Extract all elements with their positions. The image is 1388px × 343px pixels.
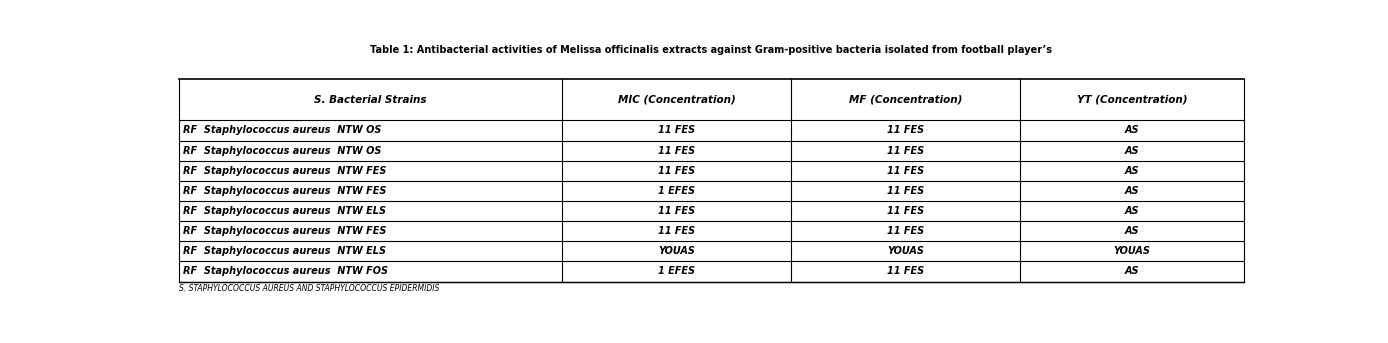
Text: 11 FES: 11 FES [658, 226, 695, 236]
Text: MF (Concentration): MF (Concentration) [849, 95, 962, 105]
Text: AS: AS [1124, 206, 1140, 216]
Text: 11 FES: 11 FES [887, 226, 924, 236]
Text: AS: AS [1124, 267, 1140, 276]
Text: 11 FES: 11 FES [887, 166, 924, 176]
Text: RF  Staphylococcus aureus  NTW FES: RF Staphylococcus aureus NTW FES [183, 226, 386, 236]
Text: YT (Concentration): YT (Concentration) [1077, 95, 1187, 105]
Text: RF  Staphylococcus aureus  NTW OS: RF Staphylococcus aureus NTW OS [183, 126, 382, 135]
Text: 11 FES: 11 FES [887, 145, 924, 156]
Text: 11 FES: 11 FES [887, 186, 924, 196]
Text: AS: AS [1124, 226, 1140, 236]
Text: RF  Staphylococcus aureus  NTW FES: RF Staphylococcus aureus NTW FES [183, 186, 386, 196]
Text: 11 FES: 11 FES [887, 126, 924, 135]
Text: 11 FES: 11 FES [887, 206, 924, 216]
Text: 11 FES: 11 FES [658, 126, 695, 135]
Text: 11 FES: 11 FES [658, 166, 695, 176]
Text: MIC (Concentration): MIC (Concentration) [618, 95, 736, 105]
Text: S. STAPHYLOCOCCUS AUREUS AND STAPHYLOCOCCUS EPIDERMIDIS: S. STAPHYLOCOCCUS AUREUS AND STAPHYLOCOC… [179, 284, 439, 293]
Text: AS: AS [1124, 186, 1140, 196]
Text: YOUAS: YOUAS [887, 246, 924, 256]
Text: YOUAS: YOUAS [658, 246, 695, 256]
Text: RF  Staphylococcus aureus  NTW ELS: RF Staphylococcus aureus NTW ELS [183, 206, 386, 216]
Text: 1 EFES: 1 EFES [658, 267, 695, 276]
Text: 11 FES: 11 FES [658, 206, 695, 216]
Text: AS: AS [1124, 126, 1140, 135]
Text: 11 FES: 11 FES [658, 145, 695, 156]
Text: RF  Staphylococcus aureus  NTW FES: RF Staphylococcus aureus NTW FES [183, 166, 386, 176]
Text: AS: AS [1124, 166, 1140, 176]
Text: RF  Staphylococcus aureus  NTW FOS: RF Staphylococcus aureus NTW FOS [183, 267, 389, 276]
Text: RF  Staphylococcus aureus  NTW ELS: RF Staphylococcus aureus NTW ELS [183, 246, 386, 256]
Text: 1 EFES: 1 EFES [658, 186, 695, 196]
Text: YOUAS: YOUAS [1113, 246, 1151, 256]
Text: RF  Staphylococcus aureus  NTW OS: RF Staphylococcus aureus NTW OS [183, 145, 382, 156]
Text: 11 FES: 11 FES [887, 267, 924, 276]
Text: Table 1: Antibacterial activities of Melissa officinalis extracts against Gram-p: Table 1: Antibacterial activities of Mel… [371, 45, 1052, 55]
Text: AS: AS [1124, 145, 1140, 156]
Text: S. Bacterial Strains: S. Bacterial Strains [314, 95, 428, 105]
